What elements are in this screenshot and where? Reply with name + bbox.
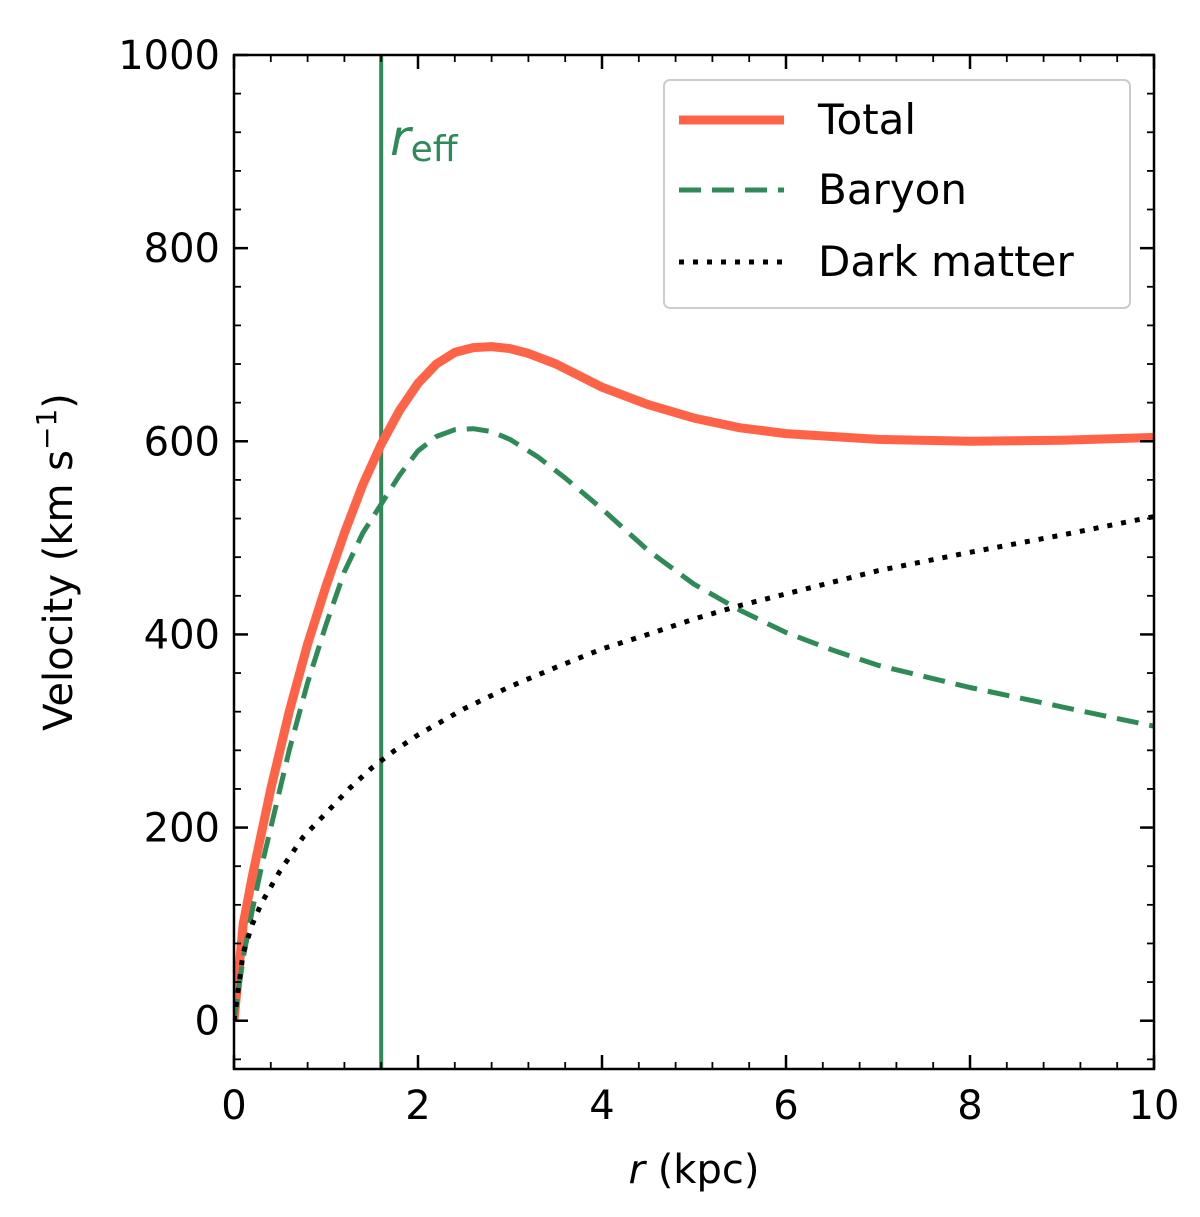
y-tick-label: 600	[144, 419, 220, 465]
y-tick-label: 200	[144, 806, 220, 852]
series-line-total	[234, 342, 1154, 1022]
legend-label-dark-matter: Dark matter	[818, 237, 1074, 286]
x-axis-label-italic: r	[629, 1147, 648, 1193]
legend-label-total: Total	[817, 95, 916, 144]
reff-annotation-base: r	[390, 109, 414, 167]
y-axis-label-sup: −1	[30, 409, 63, 450]
y-tick-label: 800	[144, 226, 220, 272]
series-lines	[234, 55, 1154, 1069]
series-line-dark-matter	[234, 514, 1154, 1022]
tick-labels: 0 2 4 6 8 10 0 200 400 600 800 1000	[118, 33, 1179, 1129]
legend-label-baryon: Baryon	[818, 165, 967, 214]
y-axis-label: Velocity (km s−1)	[30, 393, 82, 731]
y-axis-label-close: )	[36, 393, 82, 409]
legend: Total Baryon Dark matter	[663, 79, 1131, 309]
x-tick-label: 6	[773, 1083, 798, 1129]
legend-box	[663, 79, 1131, 309]
x-tick-label: 8	[957, 1083, 982, 1129]
y-tick-label: 1000	[118, 33, 220, 79]
x-axis-label: r (kpc)	[629, 1147, 760, 1193]
series-line-baryon	[234, 426, 1154, 1022]
x-axis-label-unit: (kpc)	[645, 1147, 759, 1193]
y-tick-label: 0	[195, 999, 220, 1045]
x-tick-label: 10	[1129, 1083, 1180, 1129]
y-tick-label: 400	[144, 612, 220, 658]
x-tick-label: 2	[405, 1083, 430, 1129]
y-axis-label-main: Velocity (km s	[36, 450, 82, 731]
x-tick-label: 0	[221, 1083, 246, 1129]
reff-annotation: reff	[390, 109, 459, 170]
plot-frame	[232, 53, 1156, 1071]
x-tick-label: 4	[589, 1083, 614, 1129]
reff-annotation-subscript: eff	[411, 129, 459, 170]
